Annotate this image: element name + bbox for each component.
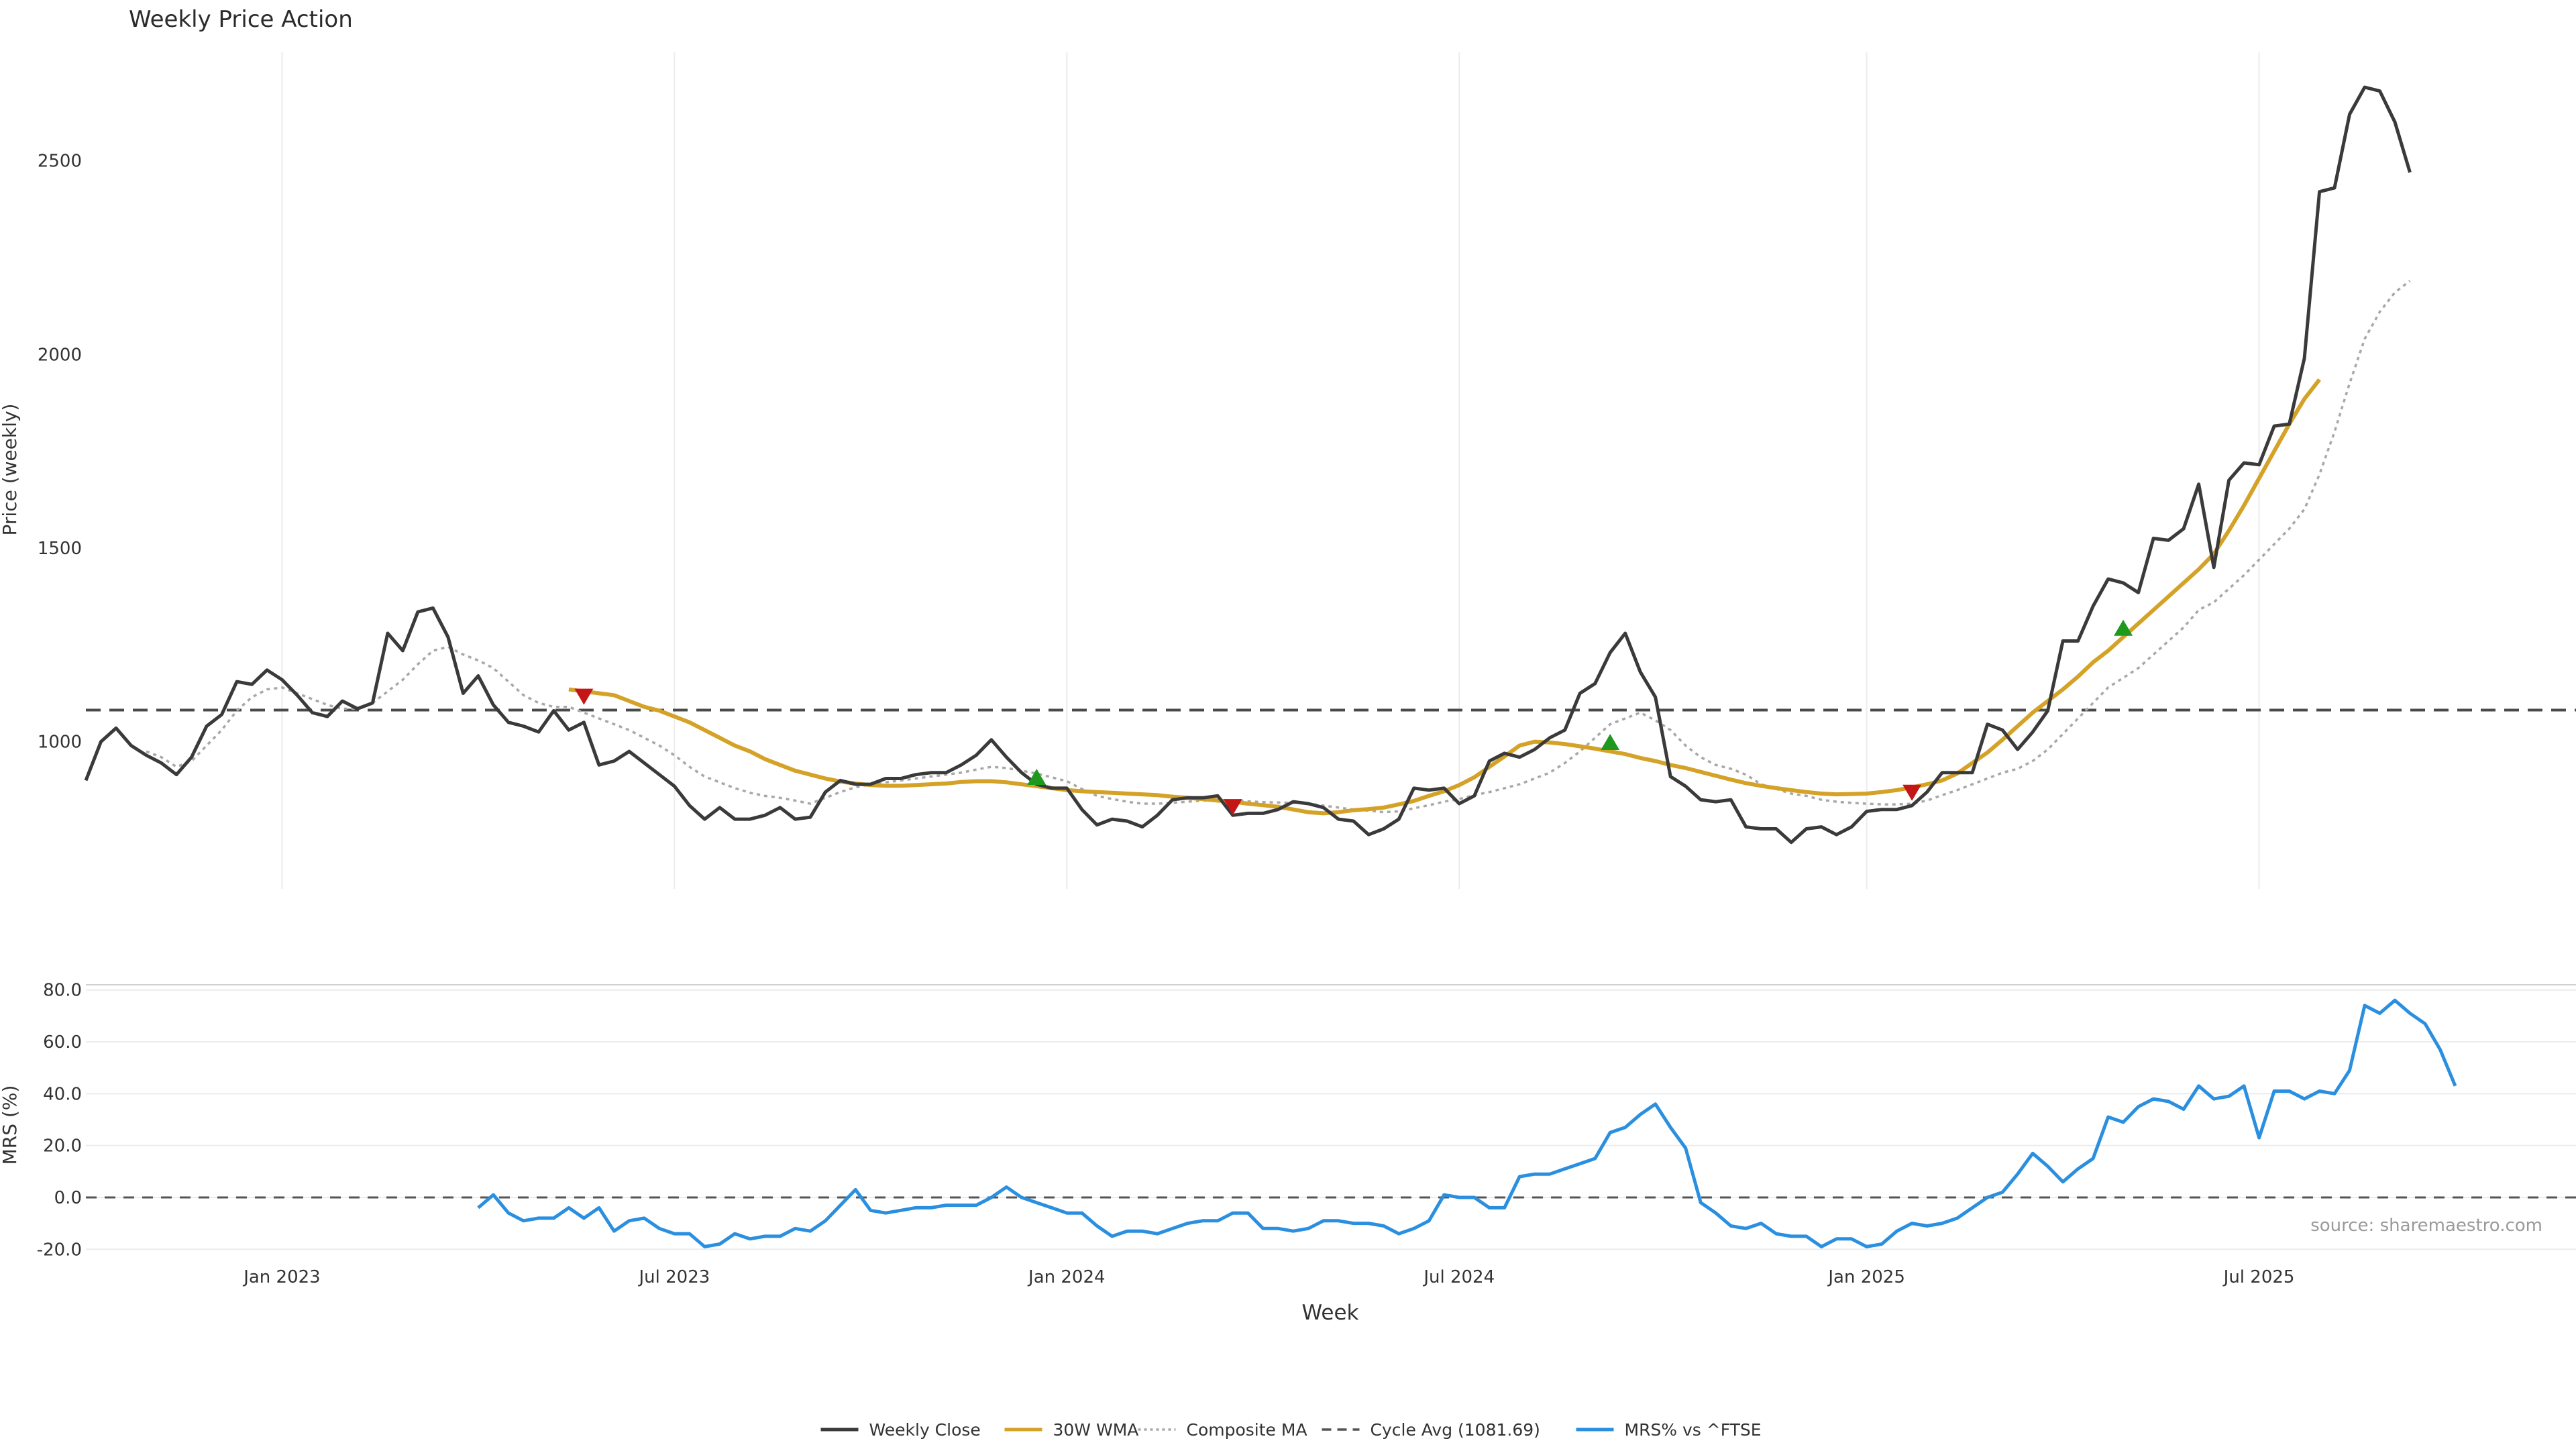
- wma-30w-line: [568, 378, 2321, 816]
- legend-label: Composite MA: [1187, 1420, 1307, 1440]
- mrs-y-tick-label: 0.0: [54, 1188, 82, 1208]
- x-tick-label: Jul 2025: [2222, 1267, 2295, 1287]
- mrs-y-tick-label: -20.0: [37, 1240, 82, 1260]
- weekly-close-line: [84, 85, 2412, 845]
- mrs-line: [477, 998, 2457, 1248]
- legend-label: 30W WMA: [1053, 1420, 1139, 1440]
- legend: Weekly Close 30W WMA Composite MA Cycle Avg…: [820, 1420, 1762, 1440]
- mrs-y-tick-label: 60.0: [43, 1032, 82, 1053]
- mrs-y-tick-label: 80.0: [43, 981, 82, 1001]
- sell-signal-marker: [1902, 784, 1922, 801]
- mrs-panel: -20.0 0.0 20.0 40.0 60.0 80.0: [37, 981, 2576, 1260]
- x-tick-labels: Jan 2023 Jul 2023 Jan 2024 Jul 2024 Jan 2025…: [242, 1267, 2294, 1287]
- mrs-y-tick-label: 20.0: [43, 1136, 82, 1157]
- grid-layer: [86, 52, 2576, 1250]
- buy-signal-marker: [1027, 769, 1046, 786]
- price-y-tick-label: 1500: [38, 539, 82, 559]
- x-tick-label: Jan 2024: [1027, 1267, 1106, 1287]
- x-tick-label: Jul 2024: [1422, 1267, 1495, 1287]
- legend-label: Cycle Avg (1081.69): [1371, 1420, 1540, 1440]
- legend-label: MRS% vs ^FTSE: [1625, 1420, 1762, 1440]
- mrs-watermark: source: sharemaestro.com: [2310, 1216, 2542, 1236]
- chart-title: Weekly Price Action: [129, 6, 353, 33]
- buy-signal-marker: [2114, 619, 2133, 636]
- price-y-axis-label: Price (weekly): [0, 404, 21, 536]
- price-y-tick-label: 2500: [38, 152, 82, 172]
- legend-label: Weekly Close: [869, 1420, 981, 1440]
- sell-signal-marker: [1223, 799, 1242, 816]
- x-tick-label: Jan 2025: [1827, 1267, 1905, 1287]
- price-y-tick-label: 2000: [38, 345, 82, 365]
- composite-ma-line: [146, 280, 2411, 814]
- buy-signal-marker: [1601, 734, 1620, 751]
- x-axis-label: Week: [1302, 1301, 1359, 1325]
- price-panel: 1000 1500 2000 2500: [38, 85, 2576, 845]
- mrs-y-axis-label: MRS (%): [0, 1085, 21, 1165]
- mrs-y-tick-label: 40.0: [43, 1084, 82, 1104]
- price-y-tick-label: 1000: [38, 733, 82, 753]
- sell-signal-marker: [574, 688, 594, 705]
- x-tick-label: Jan 2023: [242, 1267, 321, 1287]
- x-tick-label: Jul 2023: [637, 1267, 710, 1287]
